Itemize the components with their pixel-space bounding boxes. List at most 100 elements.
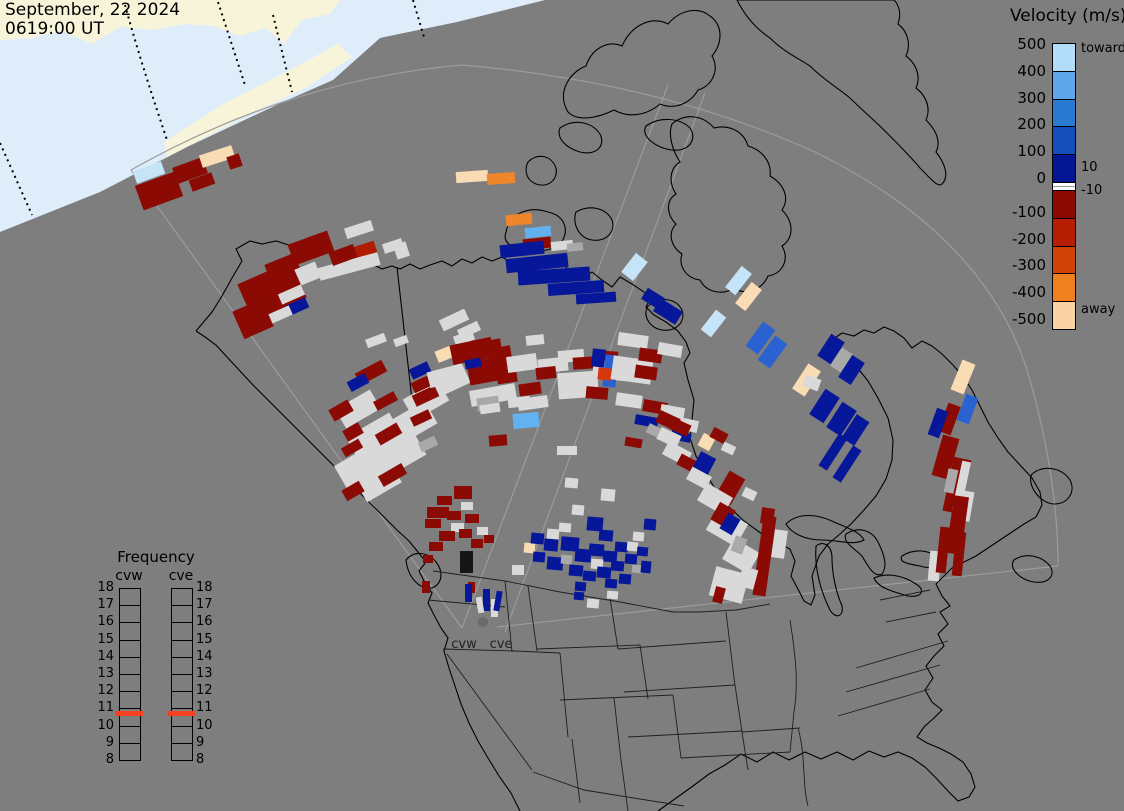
velocity-cell xyxy=(232,298,274,340)
velocity-cell xyxy=(505,252,569,274)
velocity-cell xyxy=(484,535,494,543)
velocity-cell xyxy=(422,581,430,593)
island-banks xyxy=(525,155,557,186)
state-borders xyxy=(427,570,949,811)
away-label: away xyxy=(1081,302,1116,317)
velocity-cell xyxy=(465,514,479,523)
frequency-cell xyxy=(120,691,140,708)
velocity-cells xyxy=(132,145,979,617)
vancouver-island xyxy=(405,552,442,589)
velocity-cell xyxy=(543,538,559,552)
velocity-cell xyxy=(588,543,605,557)
colorbar-segment xyxy=(1053,44,1075,71)
velocity-cell xyxy=(564,477,579,489)
velocity-cell xyxy=(499,240,545,259)
meridian-gridlines xyxy=(0,0,425,216)
velocity-cell xyxy=(334,443,387,491)
dayside-coastal-strip xyxy=(164,44,352,157)
velocity-cell xyxy=(586,598,600,609)
velocity-cell xyxy=(618,573,632,585)
velocity-cell xyxy=(328,399,354,422)
velocity-cell xyxy=(571,504,585,516)
velocity-tick-label: 200 xyxy=(1017,115,1046,134)
colorbar-segment xyxy=(1053,190,1075,218)
velocity-cell xyxy=(566,242,584,252)
velocity-cell xyxy=(826,401,857,437)
velocity-cell xyxy=(132,161,166,184)
velocity-cell xyxy=(771,529,788,559)
velocity-cell xyxy=(226,153,243,170)
velocity-cell xyxy=(277,284,306,305)
velocity-cell xyxy=(393,334,409,348)
velocity-cell xyxy=(530,532,545,545)
velocity-tick-label: 500 xyxy=(1017,35,1046,53)
velocity-cell xyxy=(640,560,652,574)
velocity-cell xyxy=(624,553,638,565)
frequency-tick-label: 17 xyxy=(196,597,213,613)
frequency-legend-title: Frequency xyxy=(117,548,195,566)
coast-mainland-north xyxy=(195,240,1043,811)
fov-right-edge xyxy=(496,565,1059,628)
velocity-cell xyxy=(475,596,485,614)
island-king-william xyxy=(574,207,614,241)
velocity-cell xyxy=(582,570,597,582)
velocity-cell xyxy=(524,225,552,239)
velocity-cell xyxy=(951,531,967,577)
velocity-cell xyxy=(365,332,387,349)
velocity-cell xyxy=(285,297,310,316)
velocity-cell xyxy=(938,402,961,436)
velocity-cell xyxy=(493,590,503,612)
velocity-cell xyxy=(596,566,612,579)
velocity-cell xyxy=(626,541,639,552)
velocity-cell xyxy=(486,172,516,185)
colorbar-segment xyxy=(1053,98,1075,127)
velocity-cell xyxy=(188,172,216,192)
velocity-cell xyxy=(668,417,692,437)
velocity-cell xyxy=(512,411,540,430)
velocity-cell xyxy=(832,445,862,483)
frequency-tick-label: 10 xyxy=(196,717,213,733)
velocity-cell xyxy=(712,585,726,605)
velocity-cell xyxy=(720,441,737,456)
radar-label-cve: cve xyxy=(490,637,513,652)
velocity-cell xyxy=(460,551,473,573)
frequency-cell xyxy=(172,656,192,674)
velocity-cell xyxy=(471,539,483,548)
velocity-cell xyxy=(464,357,482,370)
velocity-cell xyxy=(610,560,625,572)
velocity-cell xyxy=(802,374,822,392)
velocity-cell xyxy=(447,511,461,520)
velocity-cell xyxy=(423,555,433,563)
velocity-legend-title: Velocity (m/s) xyxy=(1010,6,1124,26)
colorbar-segment xyxy=(1053,154,1075,182)
velocity-cell xyxy=(752,515,777,597)
frequency-column-label-cve: cve xyxy=(168,568,194,584)
frequency-tick-label: 9 xyxy=(196,734,205,750)
velocity-cell xyxy=(340,438,364,458)
toward-label: toward xyxy=(1081,41,1124,56)
velocity-cell xyxy=(841,414,870,446)
frequency-tick-label: 18 xyxy=(196,580,213,595)
velocity-cell xyxy=(507,395,531,409)
frequency-column-label-cvw: cvw xyxy=(115,568,143,584)
velocity-cell xyxy=(931,434,960,480)
frequency-cell xyxy=(172,708,192,725)
velocity-cell xyxy=(410,375,432,394)
velocity-tick-label: -500 xyxy=(1011,310,1046,328)
frequency-tick-label: 18 xyxy=(97,580,114,595)
velocity-cell xyxy=(586,516,604,532)
frequency-tick-label: 8 xyxy=(105,752,114,767)
frequency-tick-label: 17 xyxy=(97,597,114,613)
nova-scotia xyxy=(1012,555,1053,583)
velocity-cell xyxy=(573,591,585,601)
velocity-cell xyxy=(946,495,969,555)
velocity-cell xyxy=(560,536,580,552)
velocity-cell xyxy=(927,407,949,439)
velocity-cell xyxy=(692,451,717,475)
colorbar-segment xyxy=(1053,245,1075,274)
island-southampton xyxy=(645,299,684,331)
velocity-cell xyxy=(817,333,845,365)
velocity-cell xyxy=(759,507,776,525)
velocity-cell xyxy=(653,298,683,325)
